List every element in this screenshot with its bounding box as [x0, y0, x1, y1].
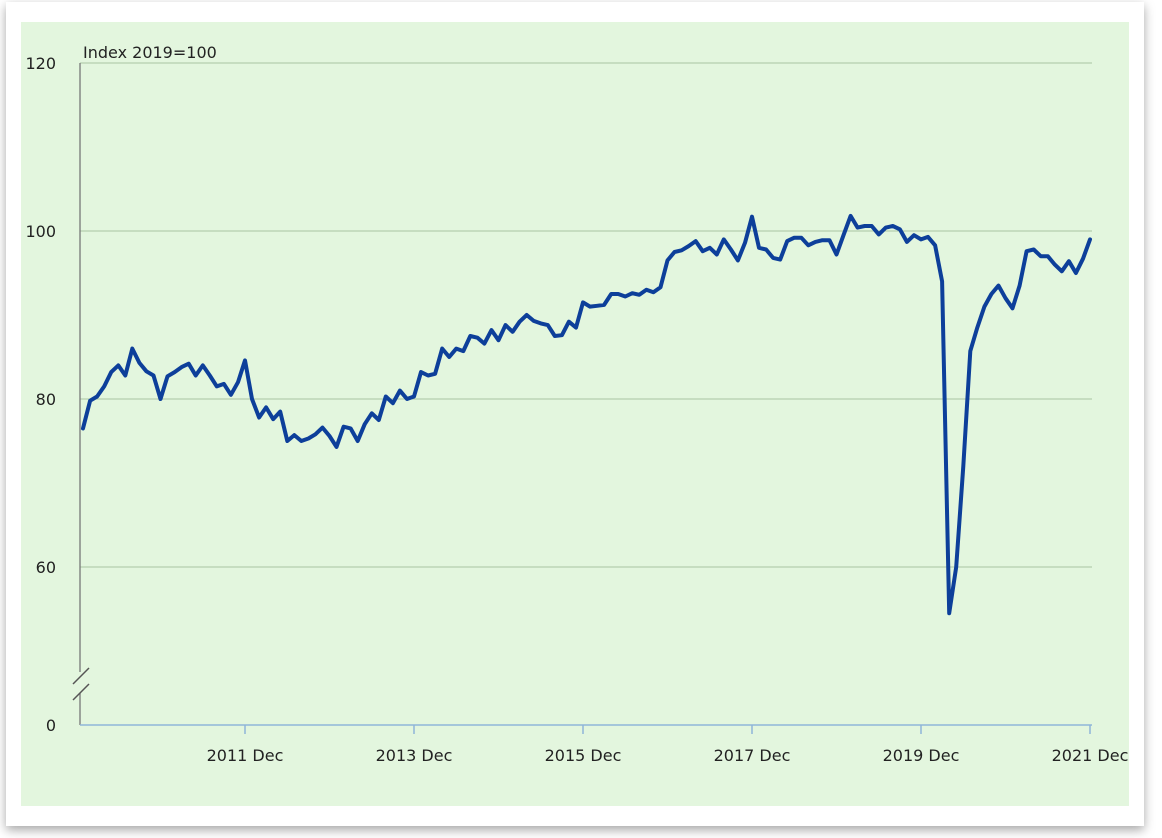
x-tick-label: 2021 Dec — [1052, 746, 1129, 765]
x-tick-label: 2013 Dec — [376, 746, 453, 765]
y-tick-label: 100 — [25, 222, 56, 241]
y-tick-label: 60 — [36, 558, 56, 577]
y-tick-label: 80 — [36, 390, 56, 409]
axis-break-mark — [72, 667, 90, 685]
y-tick-label: 120 — [25, 54, 56, 73]
axes: 120 100 80 60 0 2011 Dec 2013 Dec 2015 Dec 2017 … — [25, 54, 1128, 765]
series-layer — [81, 213, 1092, 616]
x-tick-label: 2017 Dec — [714, 746, 791, 765]
axis-break-mark — [72, 683, 90, 701]
series-line — [81, 213, 1092, 616]
grid-lines — [80, 62, 1092, 568]
x-tick-label: 2011 Dec — [207, 746, 284, 765]
x-tick-label: 2019 Dec — [883, 746, 960, 765]
y-tick-label: 0 — [46, 716, 56, 735]
unit-label: Index 2019=100 — [83, 43, 217, 62]
x-tick-label: 2015 Dec — [545, 746, 622, 765]
